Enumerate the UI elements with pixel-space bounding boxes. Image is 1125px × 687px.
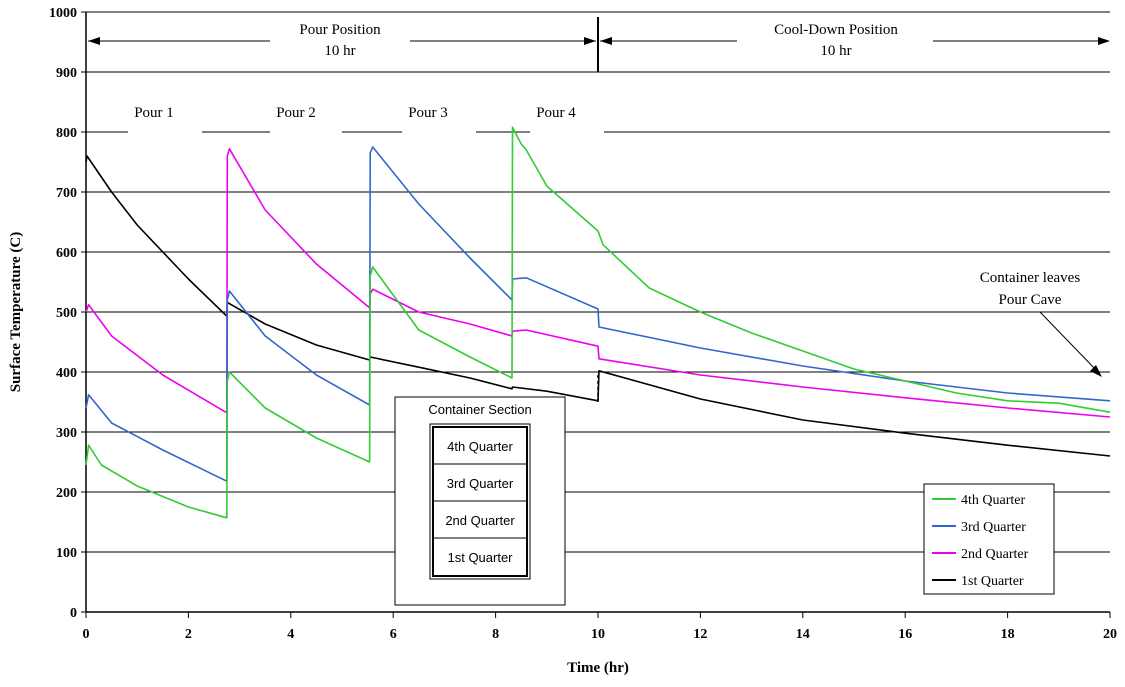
x-tick-label: 20: [1103, 627, 1117, 642]
legend-label: 4th Quarter: [961, 493, 1025, 508]
y-tick-label: 200: [56, 486, 77, 501]
container-leaves-label-line1: Container leaves: [980, 270, 1081, 286]
y-tick-label: 100: [56, 546, 77, 561]
pour-position-label: Pour Position: [299, 22, 381, 38]
pour-2-label: Pour 2: [276, 105, 316, 121]
cooldown-position-duration: 10 hr: [820, 43, 851, 59]
pour-labels: Pour 1 Pour 2 Pour 3 Pour 4: [128, 105, 604, 148]
section-row-4th: 4th Quarter: [447, 439, 513, 454]
pour-4-label: Pour 4: [536, 105, 576, 121]
legend-label: 2nd Quarter: [961, 547, 1029, 562]
y-tick-label: 1000: [49, 6, 77, 21]
x-tick-labels: 0 2 4 6 8 10 12 14 16 18 20: [83, 612, 1117, 642]
series-line-1st-quarter: [85, 155, 1111, 457]
position-arrows: [88, 17, 1108, 72]
y-tick-label: 300: [56, 426, 77, 441]
x-tick-label: 14: [796, 627, 810, 642]
y-tick-label: 500: [56, 306, 77, 321]
y-tick-label: 700: [56, 186, 77, 201]
series-lines: [85, 126, 1111, 519]
cooldown-position-label: Cool-Down Position: [774, 22, 898, 38]
y-axis-label: Surface Temperature (C): [8, 232, 24, 393]
y-tick-label: 600: [56, 246, 77, 261]
x-tick-label: 18: [1001, 627, 1015, 642]
section-row-2nd: 2nd Quarter: [445, 513, 515, 528]
container-section-title: Container Section: [428, 402, 531, 417]
x-tick-label: 10: [591, 627, 605, 642]
container-leaves-arrow: [1039, 311, 1102, 377]
section-row-3rd: 3rd Quarter: [447, 476, 514, 491]
pour-1-label: Pour 1: [134, 105, 174, 121]
y-tick-labels: 0 100 200 300 400 500 600 700 800 900 1000: [49, 6, 86, 621]
x-tick-label: 2: [185, 627, 192, 642]
pour-3-label: Pour 3: [408, 105, 448, 121]
x-axis-label: Time (hr): [567, 660, 629, 676]
pour-position-duration: 10 hr: [324, 43, 355, 59]
arrow-heads: [88, 37, 1110, 45]
legend-label: 1st Quarter: [961, 574, 1024, 589]
x-tick-label: 8: [492, 627, 499, 642]
x-tick-label: 16: [898, 627, 912, 642]
container-leaves-label-line2: Pour Cave: [999, 292, 1062, 308]
series-line-2nd-quarter: [85, 148, 1111, 418]
legend: 4th Quarter 3rd Quarter 2nd Quarter 1st Qua…: [923, 483, 1055, 595]
legend-label: 3rd Quarter: [961, 520, 1026, 535]
section-row-1st: 1st Quarter: [447, 550, 513, 565]
series-line-3rd-quarter: [85, 146, 1111, 483]
y-tick-label: 900: [56, 66, 77, 81]
y-tick-label: 400: [56, 366, 77, 381]
x-tick-label: 12: [693, 627, 707, 642]
series-line-4th-quarter: [85, 126, 1111, 519]
x-tick-label: 0: [83, 627, 90, 642]
x-tick-label: 6: [390, 627, 397, 642]
y-tick-label: 0: [70, 606, 77, 621]
x-tick-label: 4: [287, 627, 294, 642]
y-tick-label: 800: [56, 126, 77, 141]
container-section-inset: Container Section 4th Quarter 3rd Quarte…: [394, 396, 566, 606]
